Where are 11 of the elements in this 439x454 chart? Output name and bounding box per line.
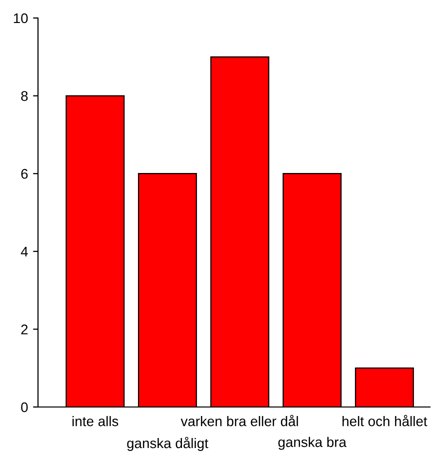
y-tick-label: 0	[21, 402, 28, 412]
y-tick-label: 8	[21, 91, 28, 101]
y-tick-label: 10	[14, 13, 28, 24]
y-tick-label: 4	[20, 246, 28, 256]
x-tick-label: helt och hållet	[342, 414, 428, 426]
y-tick-label: 6	[21, 168, 28, 179]
x-tick-label: ganska dåligt	[127, 436, 208, 451]
x-tick-label: varken bra eller dål	[180, 414, 298, 426]
y-tick-label: 2	[21, 324, 28, 334]
x-tick-label: ganska bra	[278, 436, 346, 450]
x-tick-label: inte alls	[72, 416, 118, 426]
